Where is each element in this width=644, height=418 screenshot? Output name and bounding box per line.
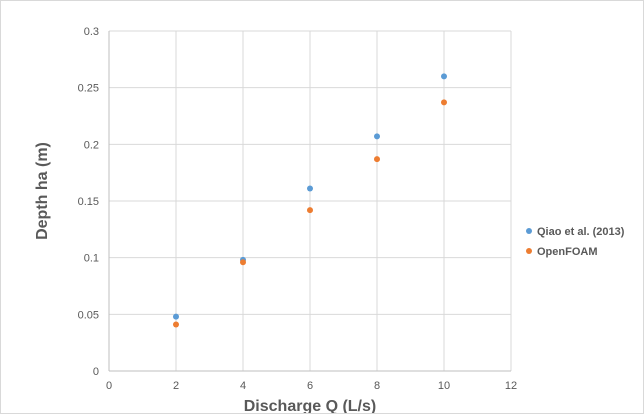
x-tick-label: 10 [438, 380, 450, 392]
x-tick-label: 12 [505, 380, 517, 392]
legend-label: Qiao et al. (2013) [537, 226, 625, 238]
x-axis-label: Discharge Q (L/s) [244, 398, 376, 413]
y-tick-label: 0.2 [84, 139, 99, 151]
y-tick-label: 0.3 [84, 26, 99, 38]
x-tick-label: 8 [374, 380, 380, 392]
data-point-series-1 [374, 133, 380, 140]
data-point-series-1 [441, 73, 447, 80]
y-tick-label: 0.15 [78, 196, 99, 208]
data-point-series-1 [173, 313, 179, 320]
y-tick-label: 0.1 [84, 253, 99, 265]
x-axis-ticks: 0 2 4 6 8 10 12 [106, 380, 517, 392]
data-point-series-2 [173, 321, 179, 328]
y-tick-label: 0.25 [78, 83, 99, 95]
legend-label: OpenFOAM [537, 246, 598, 258]
x-tick-label: 6 [307, 380, 313, 392]
y-tick-label: 0 [93, 366, 99, 378]
y-axis-label: Depth ha (m) [34, 142, 51, 240]
data-point-series-2 [441, 99, 447, 106]
data-point-series-2 [240, 259, 246, 266]
x-tick-label: 0 [106, 380, 112, 392]
data-point-series-2 [374, 156, 380, 163]
grid-lines [109, 30, 512, 371]
legend-marker [526, 248, 532, 254]
x-tick-label: 4 [240, 380, 246, 392]
legend-marker [526, 228, 532, 234]
y-axis-ticks: 0 0.05 0.1 0.15 0.2 0.25 0.3 [78, 26, 99, 378]
axes [108, 31, 511, 372]
data-points [173, 73, 447, 328]
data-point-series-1 [307, 185, 313, 192]
legend: Qiao et al. (2013) OpenFOAM [526, 226, 625, 258]
y-tick-label: 0.05 [78, 309, 99, 321]
data-point-series-2 [307, 207, 313, 214]
x-tick-label: 2 [173, 380, 179, 392]
